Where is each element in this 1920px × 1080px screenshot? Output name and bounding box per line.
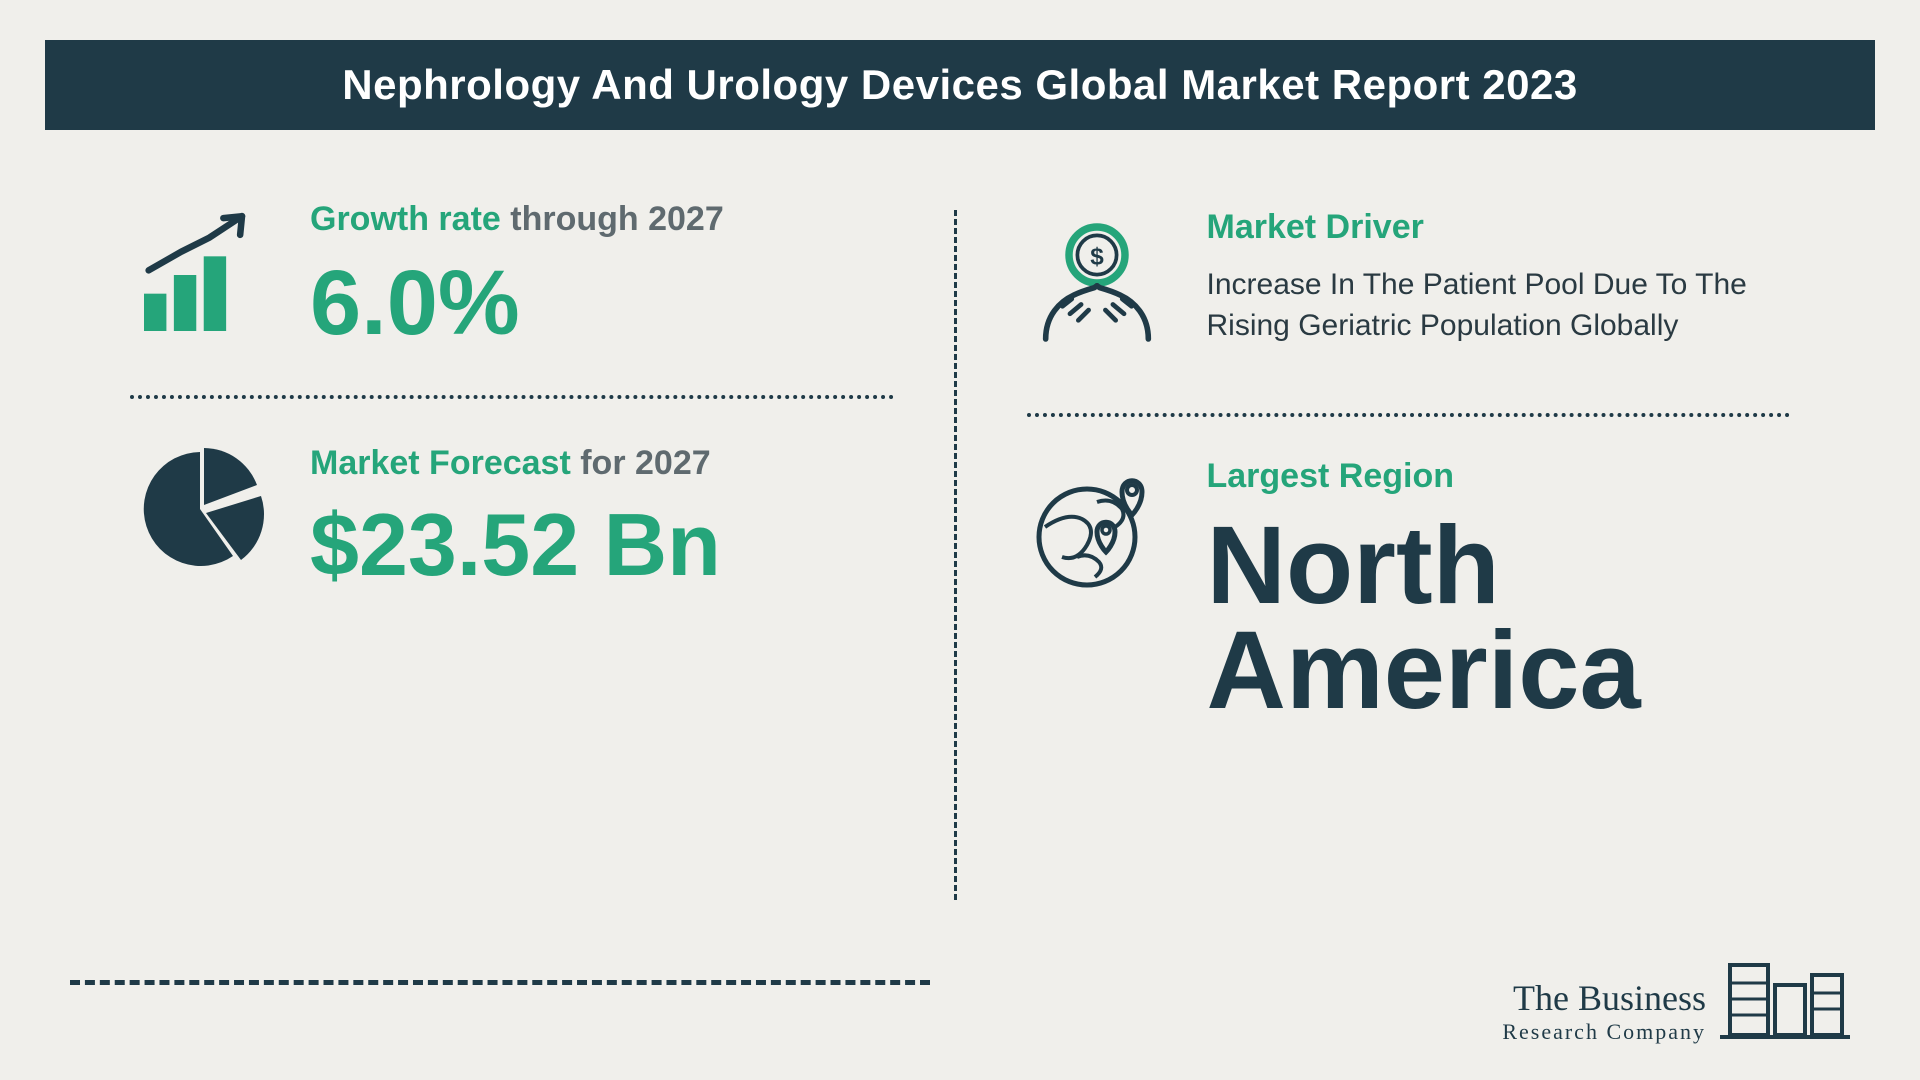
driver-label-text: Market Driver (1207, 208, 1424, 246)
driver-block: $ Market Driver Increase In The Patient … (1027, 208, 1791, 358)
region-value-line2: America (1207, 609, 1641, 732)
forecast-block: Market Forecast for 2027 $23.52 Bn (130, 444, 894, 589)
logo-buildings-icon (1720, 935, 1850, 1045)
left-column: Growth rate through 2027 6.0% Market For… (130, 200, 954, 920)
growth-label-accent: Growth rate (310, 200, 501, 238)
content-area: Growth rate through 2027 6.0% Market For… (130, 200, 1790, 920)
company-logo: The Business Research Company (1502, 935, 1850, 1045)
logo-line1: The Business (1502, 977, 1706, 1019)
pie-chart-icon (130, 444, 270, 574)
svg-text:$: $ (1090, 243, 1104, 270)
region-label: Largest Region (1207, 457, 1791, 496)
growth-label-muted: through 2027 (510, 200, 723, 238)
money-hands-icon: $ (1027, 208, 1167, 358)
driver-text: Increase In The Patient Pool Due To The … (1207, 265, 1791, 346)
forecast-label: Market Forecast for 2027 (310, 444, 894, 483)
right-separator (1027, 413, 1791, 417)
region-label-text: Largest Region (1207, 457, 1454, 495)
report-title: Nephrology And Urology Devices Global Ma… (342, 61, 1577, 109)
forecast-label-muted: for 2027 (580, 444, 710, 482)
growth-label: Growth rate through 2027 (310, 200, 894, 239)
region-block: Largest Region North America (1027, 457, 1791, 723)
left-separator (130, 395, 894, 399)
logo-line2: Research Company (1502, 1019, 1706, 1045)
forecast-value: $23.52 Bn (310, 501, 894, 589)
growth-value: 6.0% (310, 257, 894, 349)
region-value: North America (1207, 514, 1791, 723)
title-bar: Nephrology And Urology Devices Global Ma… (45, 40, 1875, 130)
driver-label: Market Driver (1207, 208, 1791, 247)
right-column: $ Market Driver Increase In The Patient … (957, 200, 1791, 920)
growth-chart-icon (130, 200, 270, 350)
growth-block: Growth rate through 2027 6.0% (130, 200, 894, 350)
bottom-dashed-line (70, 980, 930, 985)
globe-pin-icon (1027, 457, 1167, 597)
forecast-label-accent: Market Forecast (310, 444, 571, 482)
